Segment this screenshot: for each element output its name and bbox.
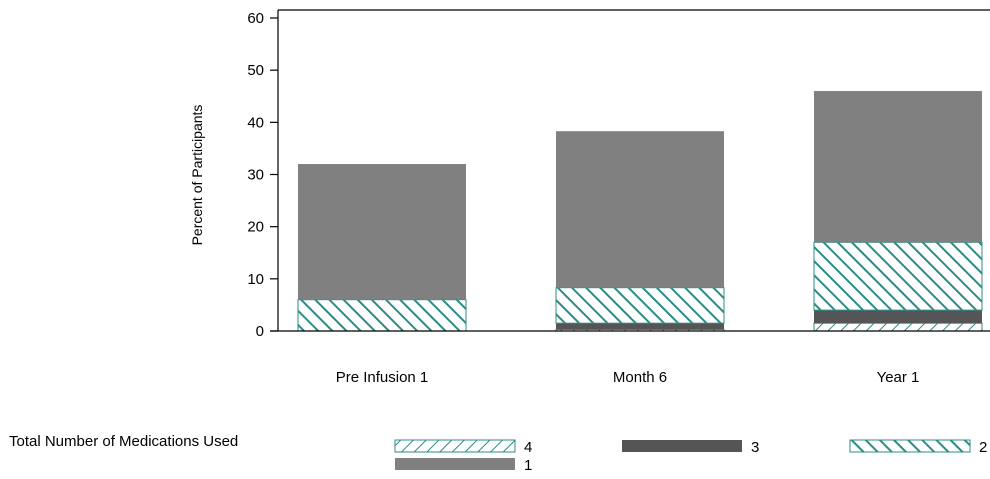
plot-frame bbox=[277, 9, 990, 331]
legend-label-1: 1 bbox=[524, 457, 532, 474]
bars bbox=[297, 91, 983, 332]
y-tick-label-0: 0 bbox=[256, 323, 264, 340]
y-tick-label-20: 20 bbox=[247, 219, 264, 236]
y-tick-label-30: 30 bbox=[247, 167, 264, 184]
legend: Total Number of Medications Used 4 3 2 1 bbox=[9, 433, 987, 474]
category-label-3: Year 1 bbox=[877, 369, 920, 386]
bar-year-1-series-2 bbox=[813, 241, 983, 311]
y-tick-label-10: 10 bbox=[247, 271, 264, 288]
bar-month-6-series-3 bbox=[556, 323, 724, 330]
legend-label-4: 4 bbox=[524, 439, 532, 456]
bar-year-1-series-3 bbox=[814, 310, 982, 324]
category-label-1: Pre Infusion 1 bbox=[336, 369, 429, 386]
legend-swatch-4 bbox=[394, 439, 516, 453]
legend-swatch-1 bbox=[395, 458, 515, 470]
bar-year-1-series-1 bbox=[814, 91, 982, 243]
y-axis-title: Percent of Participants bbox=[189, 105, 205, 246]
legend-label-2: 2 bbox=[979, 439, 987, 456]
legend-swatch-3 bbox=[622, 440, 742, 452]
legend-swatch-2 bbox=[849, 439, 971, 453]
legend-title: Total Number of Medications Used bbox=[9, 433, 238, 450]
bar-pre-infusion-1-series-2 bbox=[297, 299, 467, 332]
bar-month-6-series-2 bbox=[555, 287, 725, 324]
category-labels: Pre Infusion 1 Month 6 Year 1 bbox=[336, 369, 920, 386]
y-tick-label-60: 60 bbox=[247, 10, 264, 27]
bar-month-6-series-1 bbox=[556, 131, 724, 288]
category-label-2: Month 6 bbox=[613, 369, 667, 386]
bar-year-1-series-4 bbox=[813, 322, 983, 332]
bar-pre-infusion-1-series-1 bbox=[298, 164, 466, 300]
y-axis-ticks: 0 10 20 30 40 50 60 bbox=[247, 10, 278, 340]
legend-label-3: 3 bbox=[751, 439, 759, 456]
y-tick-label-40: 40 bbox=[247, 114, 264, 131]
y-tick-label-50: 50 bbox=[247, 62, 264, 79]
